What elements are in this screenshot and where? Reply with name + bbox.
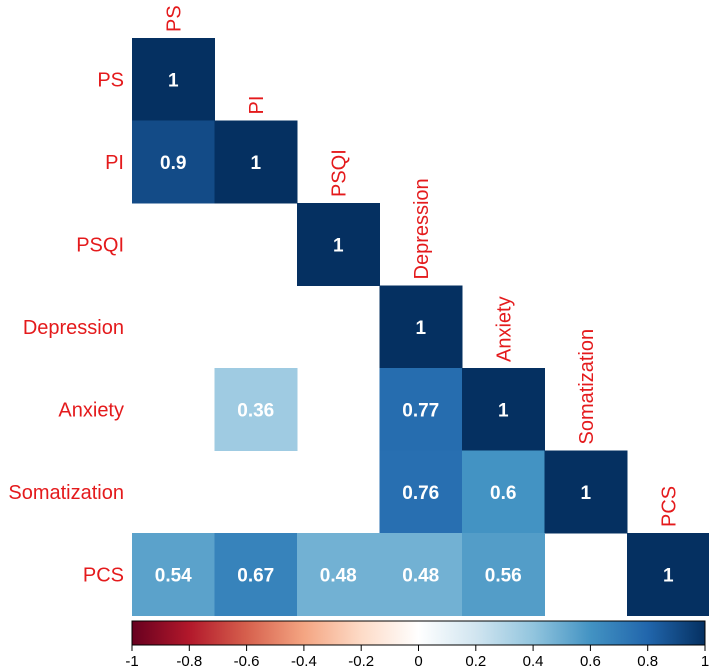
- cell-value-label: 1: [333, 235, 344, 256]
- colorbar-tick-label: 0.4: [523, 653, 544, 670]
- heatmap-cell-anxiety-anxiety: [462, 368, 545, 451]
- heatmap-cell-pcs-pcs: [627, 533, 709, 616]
- colorbar-tick-label: 0.8: [637, 653, 658, 670]
- heatmap-cell-anxiety-pi: [214, 368, 298, 451]
- cell-value-label: 0.48: [402, 565, 439, 586]
- cell-value-label: 1: [498, 400, 509, 421]
- heatmap-cell-somatization-depression: [379, 450, 463, 534]
- column-label-somatization: Somatization: [576, 329, 598, 445]
- cell-value-label: 1: [415, 318, 426, 339]
- colorbar-tick-label: 0.2: [465, 653, 486, 670]
- column-label-depression: Depression: [411, 178, 433, 279]
- heatmap-cell-pcs-psqi: [297, 533, 380, 616]
- heatmap-cell-anxiety-depression: [379, 368, 463, 451]
- heatmap-cell-somatization-anxiety: [462, 450, 545, 534]
- cell-value-label: 0.9: [160, 153, 186, 174]
- colorbar-tick-label: 0: [414, 653, 422, 670]
- column-label-ps: PS: [163, 5, 185, 32]
- heatmap-cell-pi-ps: [132, 120, 215, 204]
- row-label-pcs: PCS: [83, 564, 124, 586]
- colorbar-tick-label: -0.6: [234, 653, 260, 670]
- colorbar-tick-label: -0.4: [291, 653, 317, 670]
- cell-value-label: 1: [250, 153, 261, 174]
- column-label-pcs: PCS: [658, 486, 680, 527]
- cell-value-label: 1: [580, 483, 591, 504]
- colorbar-tick-label: -1: [125, 653, 138, 670]
- heatmap-cell-psqi-psqi: [297, 203, 380, 286]
- cell-value-label: 0.36: [237, 400, 274, 421]
- colorbar-tick-label: -0.2: [348, 653, 374, 670]
- cell-value-label: 0.54: [155, 565, 192, 586]
- cell-value-label: 1: [663, 565, 674, 586]
- colorbar-gradient: [131, 620, 706, 646]
- column-label-psqi: PSQI: [328, 149, 350, 197]
- cell-value-label: 0.48: [320, 565, 357, 586]
- row-label-ps: PS: [97, 69, 124, 91]
- heatmap-cell-pcs-depression: [379, 533, 463, 616]
- column-label-anxiety: Anxiety: [493, 296, 515, 362]
- cell-value-label: 0.56: [485, 565, 522, 586]
- cell-value-label: 0.77: [402, 400, 439, 421]
- cell-value-label: 1: [168, 70, 179, 91]
- heatmap-cell-pcs-ps: [132, 533, 215, 616]
- column-label-pi: PI: [246, 96, 268, 115]
- cell-value-label: 0.76: [402, 483, 439, 504]
- row-label-depression: Depression: [23, 317, 124, 339]
- heatmap-cell-depression-depression: [379, 285, 463, 369]
- heatmap-cell-somatization-somatization: [544, 450, 628, 534]
- row-label-anxiety: Anxiety: [58, 399, 124, 421]
- heatmap-cell-pcs-pi: [214, 533, 298, 616]
- cell-value-label: 0.6: [490, 483, 516, 504]
- row-label-pi: PI: [105, 152, 124, 174]
- row-label-somatization: Somatization: [8, 482, 124, 504]
- row-label-psqi: PSQI: [76, 234, 124, 256]
- heatmap-cell-pcs-anxiety: [462, 533, 545, 616]
- heatmap-cell-ps-ps: [132, 38, 215, 121]
- colorbar-tick-label: 0.6: [580, 653, 601, 670]
- colorbar-tick-label: -0.8: [176, 653, 202, 670]
- cell-value-label: 0.67: [237, 565, 274, 586]
- colorbar-tick-label: 1: [701, 653, 709, 670]
- heatmap-cell-pi-pi: [214, 120, 298, 204]
